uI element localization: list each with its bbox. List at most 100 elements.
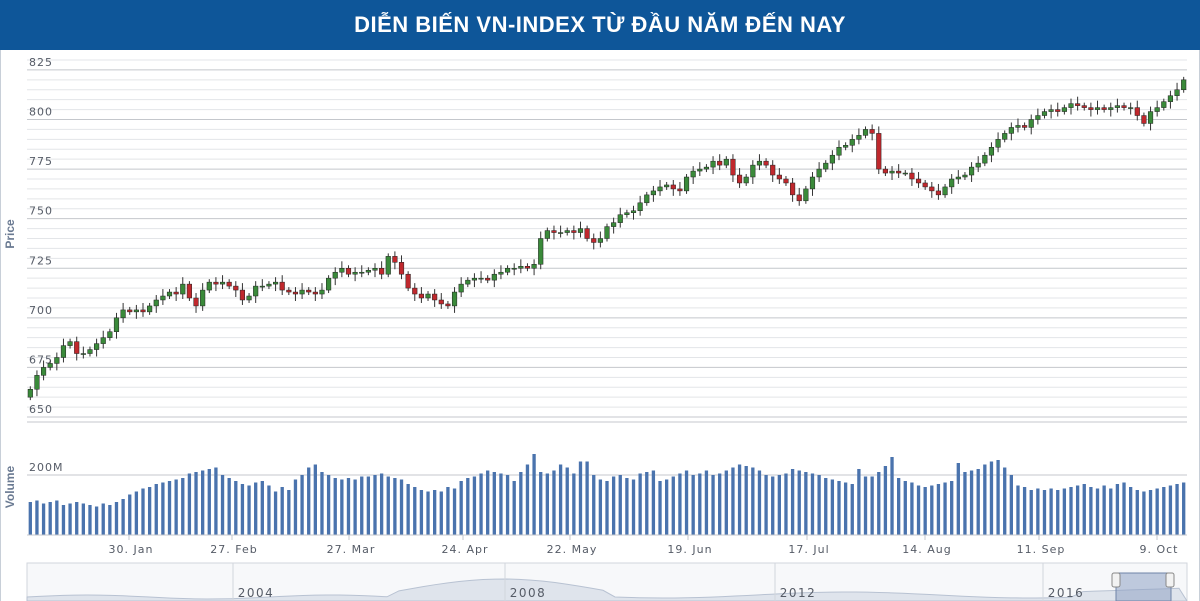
candle-up [1061, 107, 1067, 112]
volume-bar [320, 472, 324, 535]
candle-up [962, 174, 968, 178]
volume-bar [1089, 487, 1093, 535]
volume-bar [870, 476, 874, 535]
volume-axis-title: Volume [3, 465, 17, 508]
volume-bar [936, 484, 941, 535]
volume-bar [479, 473, 483, 535]
candle-up [597, 238, 603, 243]
candle-up [1167, 95, 1173, 102]
candle-up [491, 273, 497, 281]
volume-bar [631, 479, 636, 535]
volume-bar [1115, 484, 1120, 535]
candle-up [902, 172, 908, 175]
candle-down [677, 188, 683, 192]
navigator-handle-left[interactable] [1111, 572, 1121, 588]
volume-bar [890, 457, 894, 535]
candle-up [359, 271, 365, 274]
candle-up [259, 285, 265, 288]
volume-bar [863, 476, 868, 535]
candle-up [803, 188, 809, 202]
volume-bar [94, 506, 99, 535]
candle-up [160, 295, 166, 301]
volume-bar [718, 473, 722, 535]
candle-up [80, 353, 86, 355]
volume-bar [373, 475, 377, 535]
volume-bar [41, 503, 46, 535]
candle-down [770, 164, 776, 176]
volume-bar [1182, 482, 1186, 535]
volume-bar [280, 487, 284, 535]
volume-bar [187, 473, 192, 535]
candle-down [935, 190, 941, 196]
candle-down [438, 299, 444, 305]
candle-down [412, 287, 418, 295]
volume-bar [433, 490, 437, 535]
candle-down [140, 309, 146, 313]
candle-down [915, 178, 922, 184]
candle-down [783, 178, 789, 184]
volume-bar [413, 487, 417, 535]
candle-down [909, 172, 915, 180]
volume-bar [731, 467, 735, 535]
volume-bar [1022, 487, 1027, 535]
volume-bar [751, 467, 755, 535]
candle-up [955, 176, 961, 180]
navigator-label: 2012 [780, 586, 817, 600]
volume-bar [665, 479, 669, 535]
navigator-label: 2008 [510, 586, 547, 600]
y-axis-title: Price [3, 219, 17, 249]
x-tick-label: 11. Sep [1017, 543, 1066, 556]
volume-bar [651, 470, 656, 535]
candle-down [286, 289, 292, 293]
candle-down [717, 160, 723, 166]
volume-bar [81, 503, 85, 535]
candle-up [100, 337, 106, 344]
candle-down [896, 170, 902, 174]
candle-down [737, 174, 743, 184]
candle-up [611, 222, 617, 227]
candle-up [630, 210, 637, 213]
volume-bar [300, 475, 304, 535]
candle-up [564, 230, 570, 233]
volume-bar [691, 475, 695, 535]
candle-up [1068, 103, 1074, 108]
x-tick-label: 17. Jul [788, 543, 829, 556]
candle-down [239, 289, 245, 301]
candle-up [1015, 125, 1021, 128]
chart-header: DIỄN BIẾN VN-INDEX TỪ ĐẦU NĂM ĐẾN NAY [0, 0, 1200, 50]
candle-up [498, 271, 504, 275]
volume-bar [207, 469, 211, 535]
volume-bar [956, 463, 960, 535]
candle-up [624, 212, 630, 215]
volume-bar [346, 478, 351, 535]
volume-bar [810, 473, 815, 535]
candle-up [458, 283, 464, 293]
candle-down [312, 291, 318, 295]
volume-bar [976, 469, 980, 535]
volume-bar [446, 487, 450, 535]
volume-bar [399, 479, 404, 535]
candle-down [670, 184, 676, 190]
candle-down [571, 230, 577, 233]
volume-bar [744, 466, 748, 535]
volume-bar [267, 485, 271, 535]
volume-bar [837, 481, 841, 535]
volume-bar [757, 470, 762, 535]
volume-bar [61, 505, 66, 535]
candle-up [511, 268, 517, 270]
volume-bar [128, 494, 132, 535]
candle-up [1174, 89, 1180, 96]
candle-down [279, 281, 285, 291]
volume-bar [903, 481, 907, 535]
navigator-handle-right[interactable] [1165, 572, 1175, 588]
candle-up [982, 154, 988, 164]
stock-chart[interactable]: 650 675 700 725 750 775 800 825 Price 200M Volume 3… [1, 50, 1199, 601]
volume-bar [307, 467, 311, 535]
volume-bar [1029, 490, 1033, 535]
candle-up [326, 277, 332, 291]
candle-up [385, 256, 391, 275]
volume-bar [1069, 487, 1073, 535]
volume-bar [578, 461, 583, 535]
candle-up [1114, 105, 1120, 108]
volume-bar [459, 481, 463, 535]
